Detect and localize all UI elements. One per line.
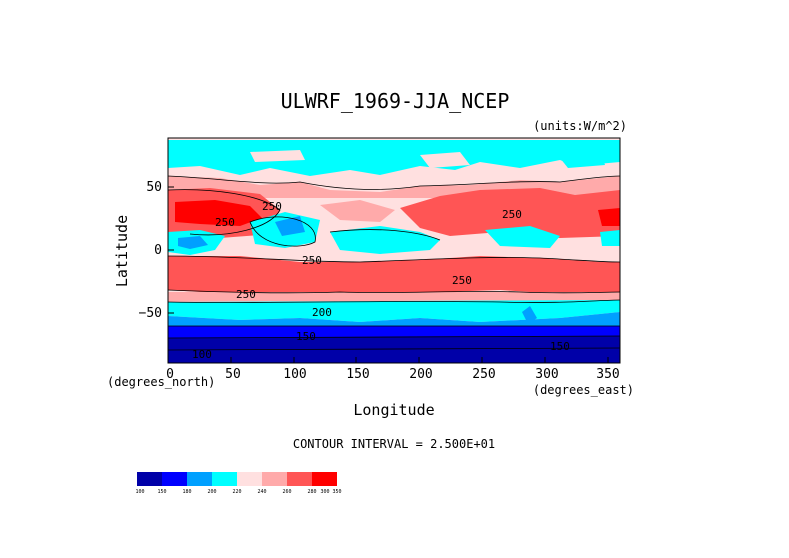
colorbar-label: 220 [232, 489, 241, 495]
contour-label: 200 [312, 306, 332, 319]
colorbar-label: 240 [257, 489, 266, 495]
x-unit-note: (degrees_east) [533, 383, 634, 397]
contour-label: 250 [502, 208, 522, 221]
x-tick-label: 100 [283, 367, 306, 382]
contour-label: 250 [302, 254, 322, 267]
colorbar-swatch [137, 472, 162, 486]
x-axis-label: Longitude [353, 401, 434, 419]
colorbar-label: 280 [307, 489, 316, 495]
y-axis-label: Latitude [113, 215, 131, 287]
contour-label: 150 [296, 330, 316, 343]
colorbar-swatch [262, 472, 287, 486]
colorbar: 100 150 180 200 220 240 260 280 300 350 [135, 472, 342, 495]
units-label: (units:W/m^2) [533, 119, 627, 133]
x-tick-label: 300 [535, 367, 558, 382]
x-tick-label: 0 [166, 367, 174, 382]
colorbar-swatch [237, 472, 262, 486]
antarctic-deep-blue-region [168, 336, 620, 363]
contour-labels: 250 250 250 250 250 250 200 150 150 100 [192, 200, 570, 361]
colorbar-labels: 100 150 180 200 220 240 260 280 300 350 [135, 489, 341, 495]
contour-label: 250 [452, 274, 472, 287]
colorbar-swatch [312, 472, 337, 486]
x-tick-label: 250 [472, 367, 495, 382]
x-tick-label: 350 [596, 367, 619, 382]
colorbar-label: 260 [282, 489, 291, 495]
arctic-cyan-region [168, 140, 620, 176]
contour-interval-label: CONTOUR INTERVAL = 2.500E+01 [293, 437, 495, 451]
x-tick-label: 200 [409, 367, 432, 382]
colorbar-swatch [212, 472, 237, 486]
colorbar-label: 300 [320, 489, 329, 495]
x-tick-label: 50 [225, 367, 241, 382]
colorbar-label: 180 [182, 489, 191, 495]
contour-label: 250 [236, 288, 256, 301]
southern-warm-belt [168, 256, 620, 294]
y-tick-label: 50 [146, 180, 162, 195]
colorbar-label: 350 [332, 489, 341, 495]
colorbar-label: 150 [157, 489, 166, 495]
contour-label: 150 [550, 340, 570, 353]
contour-label: 250 [215, 216, 235, 229]
y-unit-note: (degrees_north) [107, 375, 215, 389]
colorbar-label: 200 [207, 489, 216, 495]
x-axis: 0 50 100 150 200 250 300 350 [166, 357, 620, 382]
colorbar-swatch [187, 472, 212, 486]
y-tick-label: 0 [154, 243, 162, 258]
colorbar-swatch [162, 472, 187, 486]
y-tick-label: −50 [139, 306, 162, 321]
map-plot-area [167, 137, 621, 364]
x-tick-label: 150 [346, 367, 369, 382]
colorbar-swatch [287, 472, 312, 486]
map-title: ULWRF_1969-JJA_NCEP [281, 89, 510, 113]
contour-label: 250 [262, 200, 282, 213]
colorbar-label: 100 [135, 489, 144, 495]
y-axis: 50 0 −50 [139, 180, 174, 321]
contour-label: 100 [192, 348, 212, 361]
